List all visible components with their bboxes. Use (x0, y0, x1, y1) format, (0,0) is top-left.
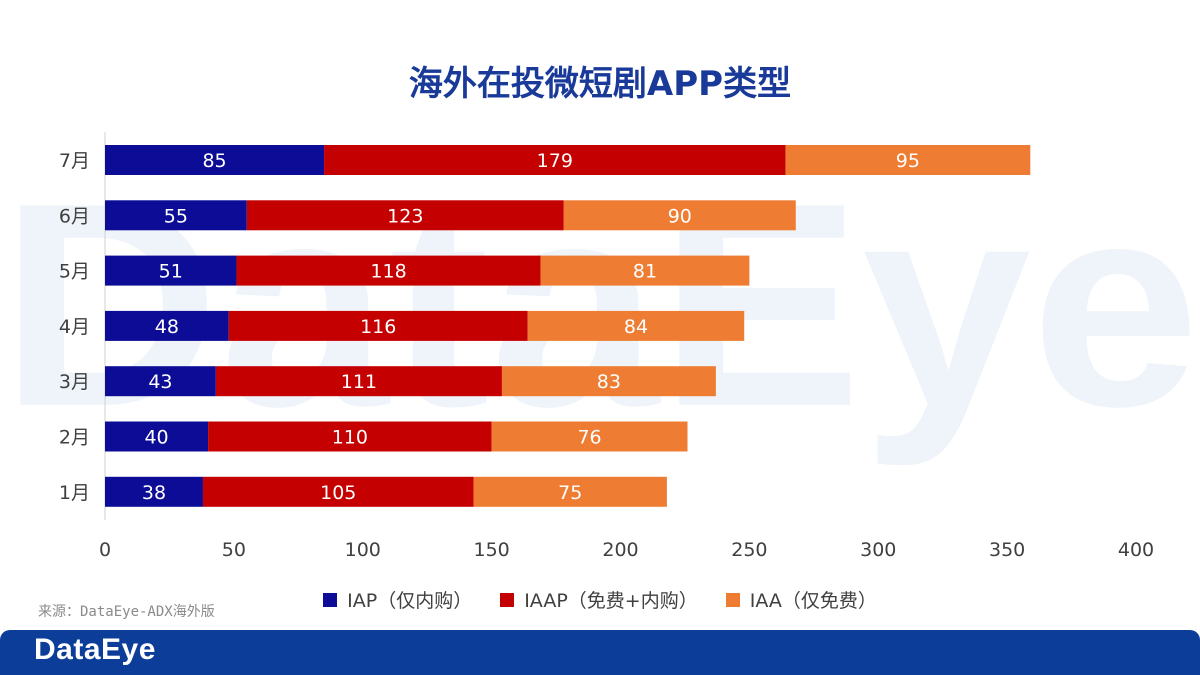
data-label: 48 (155, 316, 179, 338)
bar-segment (236, 255, 541, 286)
data-label: 55 (164, 205, 188, 227)
bar-segment (105, 366, 216, 397)
chart-title: 海外在投微短剧APP类型 (408, 64, 792, 104)
bar-segment (105, 255, 237, 286)
bar-segment (105, 145, 325, 175)
bar-segment (202, 476, 474, 507)
data-label: 90 (668, 205, 692, 227)
data-label: 116 (360, 316, 396, 338)
bar-segment (473, 476, 667, 507)
y-tick-label: 6月 (59, 205, 90, 227)
legend-label: IAAP（免费+内购） (524, 590, 698, 612)
data-label: 179 (537, 150, 573, 172)
legend-item: IAA（仅免费） (725, 586, 877, 613)
legend-item: IAP（仅内购） (323, 586, 472, 613)
data-label: 110 (332, 427, 368, 449)
y-tick-label: 4月 (59, 316, 90, 338)
y-tick-label: 3月 (59, 371, 90, 393)
x-tick-label: 50 (222, 539, 246, 561)
bar-segment (215, 366, 502, 397)
bar-segment (208, 421, 492, 452)
bar-segment (563, 200, 796, 231)
data-label: 76 (577, 427, 601, 449)
bar-segment (228, 310, 528, 341)
x-tick-label: 100 (345, 539, 381, 561)
legend-swatch (725, 592, 740, 607)
footer-bar: DataEye (0, 630, 1200, 675)
bar-segment (105, 476, 203, 507)
bar-segment (501, 366, 716, 397)
data-label: 123 (387, 205, 423, 227)
data-label: 40 (144, 427, 168, 449)
y-tick-label: 2月 (59, 427, 90, 449)
bar-segment (491, 421, 688, 452)
data-label: 95 (896, 150, 920, 172)
legend-swatch (323, 592, 338, 607)
bar-segment (324, 145, 786, 175)
x-tick-label: 350 (989, 539, 1025, 561)
source-note: 来源：DataEye-ADX海外版 (38, 604, 215, 620)
x-tick-label: 0 (99, 539, 111, 561)
data-label: 84 (624, 316, 648, 338)
data-label: 51 (159, 261, 183, 283)
bar-segment (246, 200, 564, 231)
y-tick-label: 5月 (59, 261, 90, 283)
legend-label: IAP（仅内购） (347, 590, 473, 612)
data-label: 85 (202, 150, 226, 172)
bar-segment (527, 310, 745, 341)
bar-segment (105, 310, 229, 341)
x-tick-label: 250 (731, 539, 767, 561)
x-tick-label: 400 (1118, 539, 1154, 561)
data-label: 38 (142, 482, 166, 504)
legend-item: IAAP（免费+内购） (500, 586, 698, 613)
data-label: 75 (558, 482, 582, 504)
bar-segment (785, 145, 1031, 175)
data-label: 118 (370, 261, 406, 283)
y-tick-label: 1月 (59, 482, 90, 504)
y-tick-label: 7月 (59, 150, 90, 172)
legend-label: IAA（仅免费） (749, 590, 877, 612)
data-label: 81 (633, 261, 657, 283)
bar-segment (105, 421, 209, 452)
data-label: 83 (597, 371, 621, 393)
x-tick-label: 300 (860, 539, 896, 561)
x-tick-label: 150 (473, 539, 509, 561)
bar-segment (105, 200, 247, 231)
legend: IAP（仅内购） IAAP（免费+内购） IAA（仅免费） (0, 586, 1200, 613)
stacked-bar-chart: 85 179 95 55 123 90 51 118 81 48 116 84 43 111 83 40 110… (59, 132, 1154, 561)
data-label: 43 (148, 371, 172, 393)
data-label: 105 (320, 482, 356, 504)
brand-logo: DataEye (34, 633, 156, 666)
data-label: 111 (341, 371, 377, 393)
x-tick-label: 200 (602, 539, 638, 561)
legend-swatch (500, 592, 515, 607)
bar-segment (540, 255, 750, 286)
